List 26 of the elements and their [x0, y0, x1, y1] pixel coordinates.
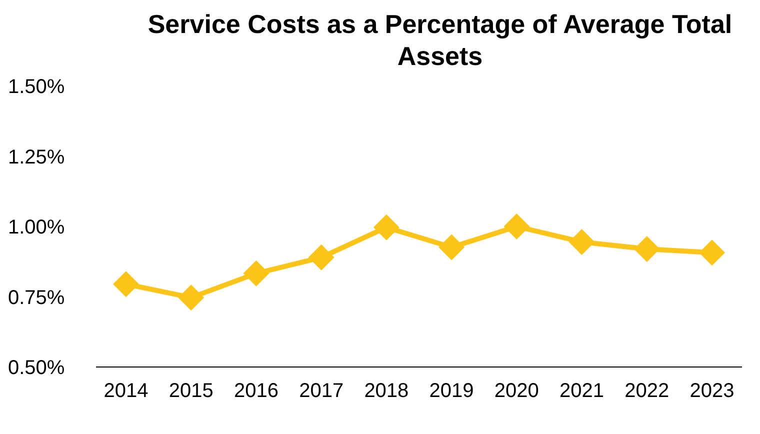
y-tick-label: 1.25% — [8, 146, 65, 168]
point — [568, 228, 595, 255]
x-tick-label: 2017 — [299, 380, 344, 402]
y-tick-label: 0.75% — [8, 286, 65, 309]
point — [113, 271, 139, 298]
point — [178, 284, 204, 311]
y-tick-label: 1.00% — [8, 216, 65, 239]
x-tick-label: 2014 — [104, 380, 148, 402]
x-tick-label: 2015 — [168, 380, 214, 402]
point — [308, 244, 334, 270]
point — [699, 240, 725, 266]
point — [438, 234, 465, 260]
y-tick-label: 0.50% — [8, 357, 65, 380]
chart-title: Service Costs as a Percentage of Average Total Assets — [146, 8, 734, 72]
x-tick-label: 2020 — [494, 380, 539, 402]
x-tick-label: 2016 — [234, 380, 278, 402]
point — [634, 236, 660, 262]
x-tick-label: 2018 — [364, 380, 409, 402]
x-tick-label: 2021 — [560, 380, 604, 402]
x-tick-label: 2023 — [690, 380, 734, 402]
point — [243, 260, 270, 286]
y-tick-label: 1.50% — [8, 76, 65, 98]
point — [504, 214, 530, 240]
point — [373, 214, 400, 240]
x-tick-label: 2022 — [624, 380, 670, 402]
x-tick-label: 2019 — [429, 380, 474, 402]
